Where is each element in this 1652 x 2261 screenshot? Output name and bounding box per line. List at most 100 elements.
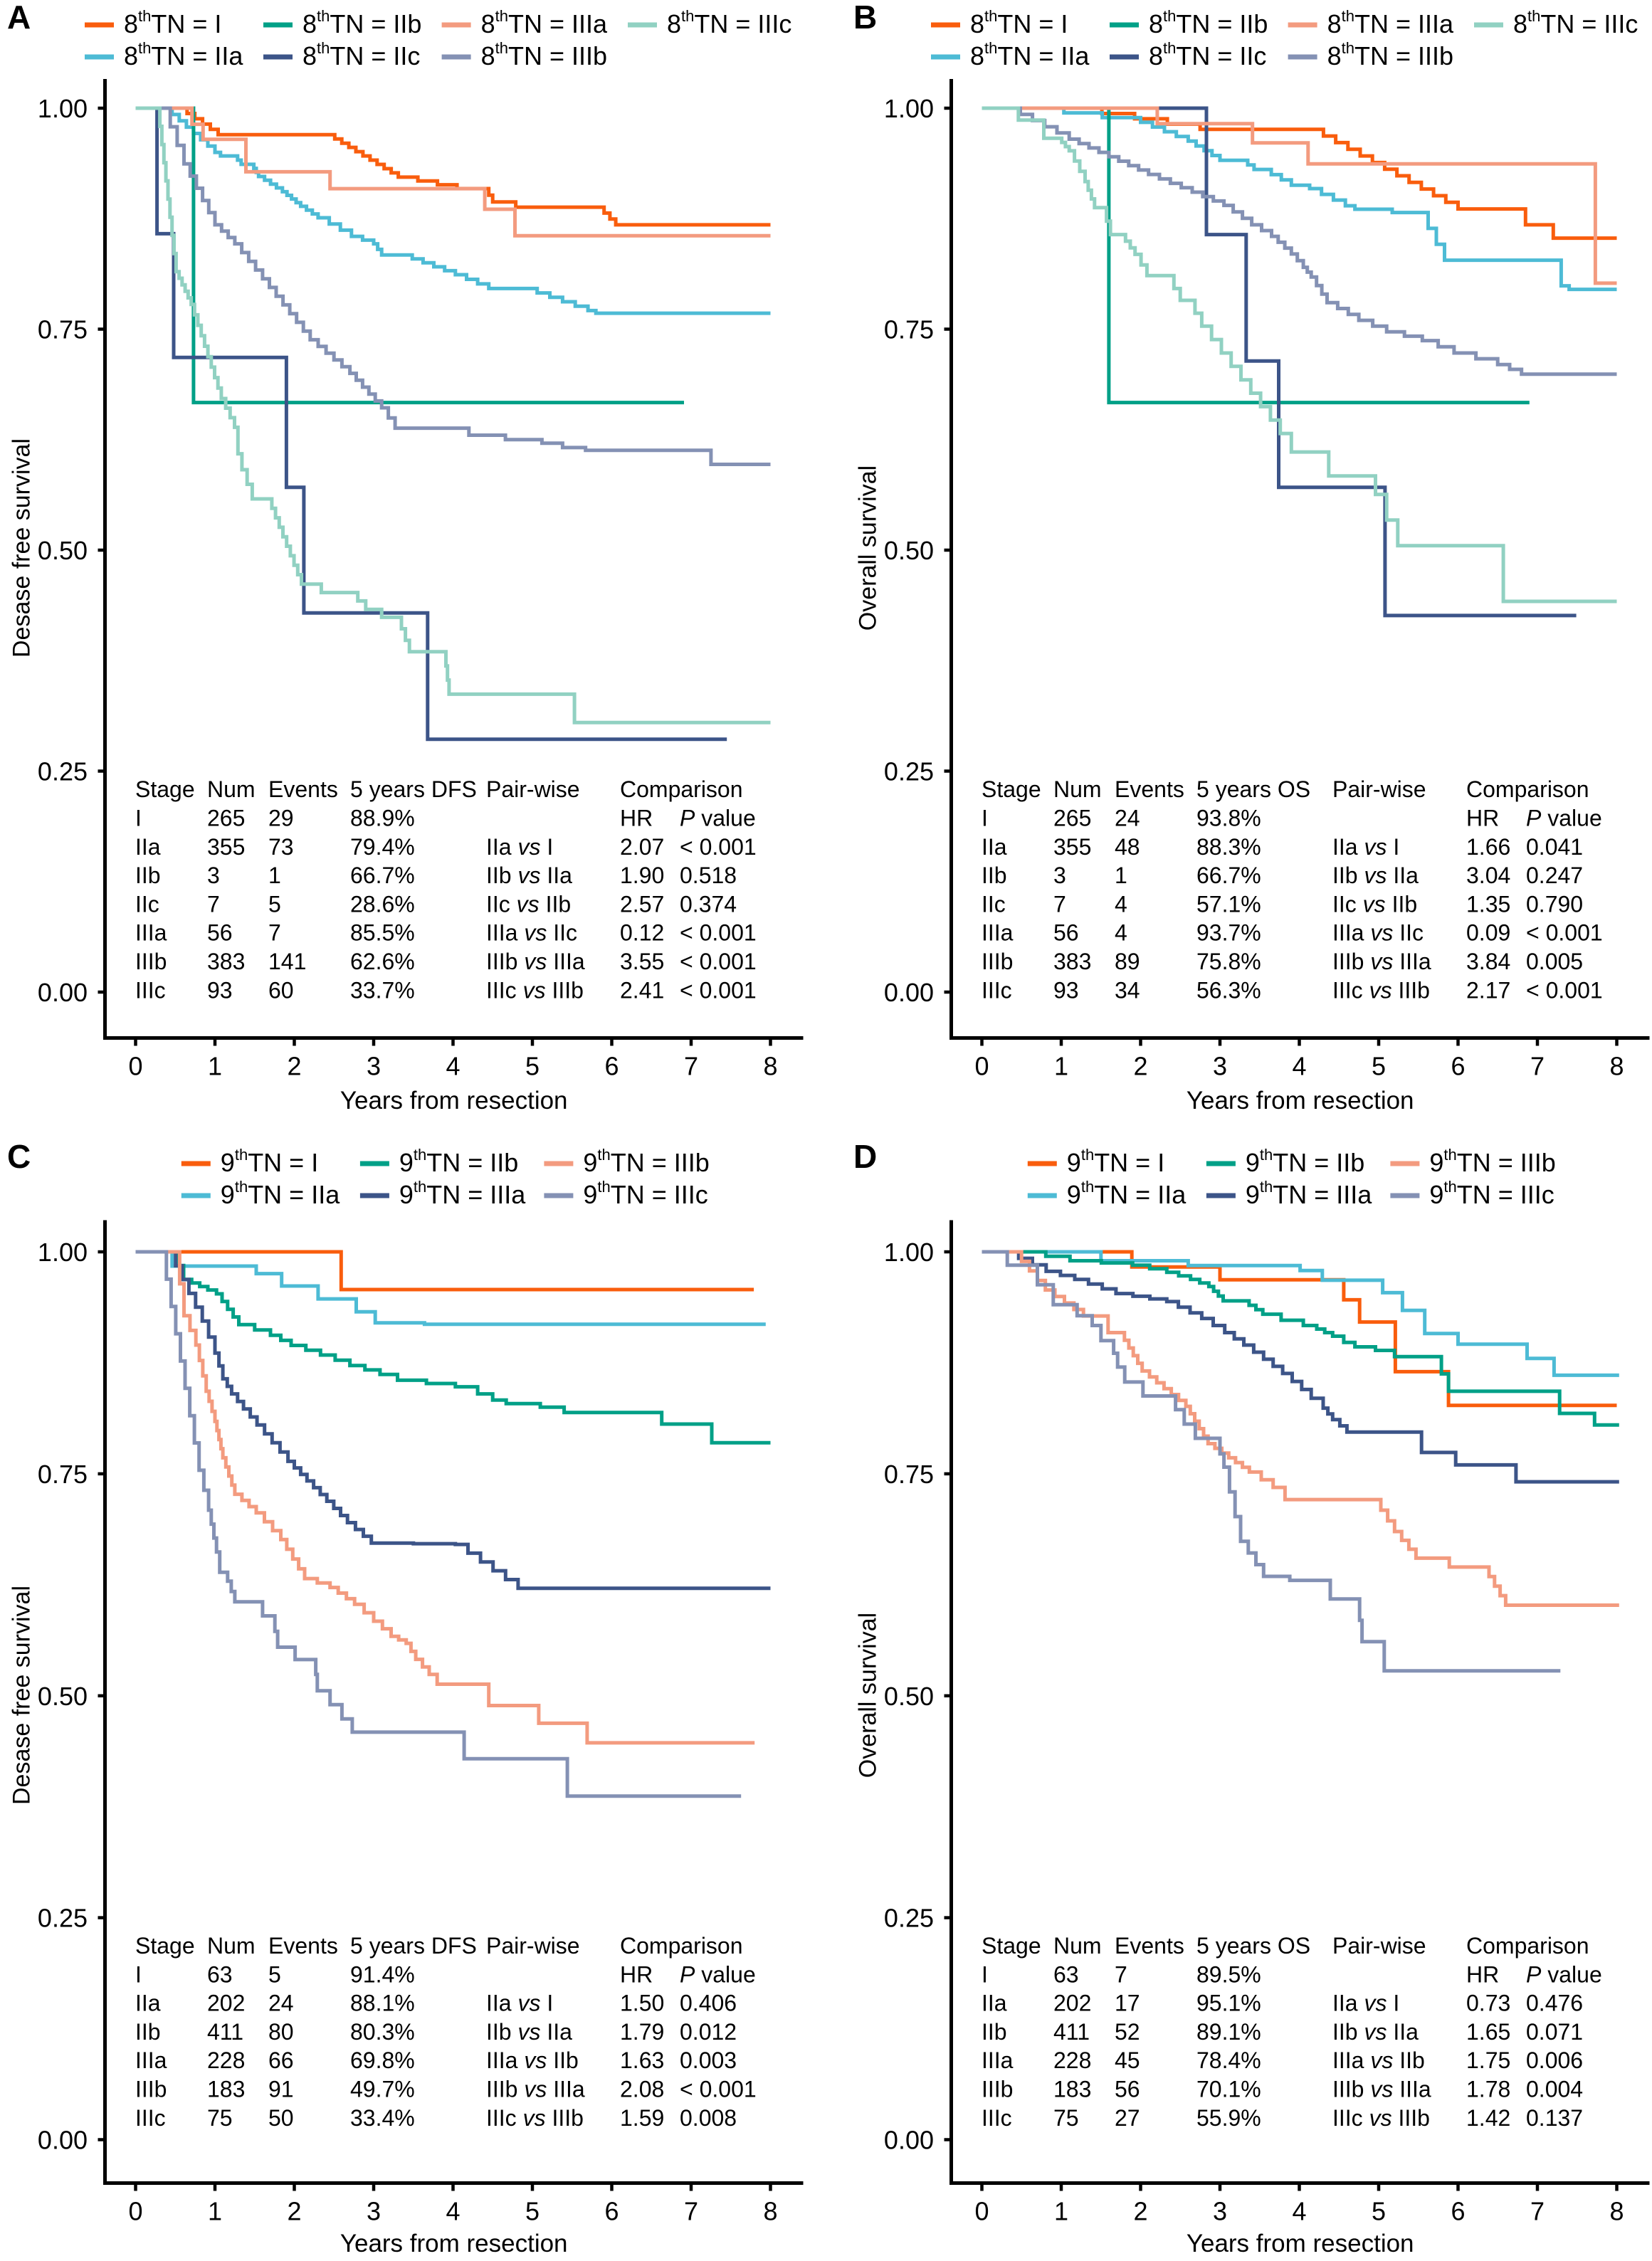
svg-text:3: 3 bbox=[367, 1052, 381, 1081]
svg-text:0.008: 0.008 bbox=[680, 2105, 737, 2131]
svg-text:Years from resection: Years from resection bbox=[340, 2230, 568, 2257]
svg-text:IIIb: IIIb bbox=[982, 949, 1013, 974]
svg-text:49.7%: 49.7% bbox=[350, 2077, 415, 2102]
svg-text:1.00: 1.00 bbox=[38, 1238, 88, 1267]
svg-text:IIb vs IIa: IIb vs IIa bbox=[486, 2019, 572, 2045]
svg-text:3: 3 bbox=[1213, 2197, 1227, 2226]
svg-text:9thTN = IIIa: 9thTN = IIIa bbox=[1246, 1178, 1372, 1209]
svg-text:0.406: 0.406 bbox=[680, 1991, 737, 2016]
svg-text:88.9%: 88.9% bbox=[350, 806, 415, 831]
svg-text:8thTN = IIa: 8thTN = IIa bbox=[124, 39, 243, 70]
svg-text:< 0.001: < 0.001 bbox=[680, 977, 757, 1003]
svg-text:HR: HR bbox=[1466, 1961, 1499, 1987]
svg-text:3: 3 bbox=[1053, 863, 1066, 888]
svg-text:0.137: 0.137 bbox=[1526, 2105, 1583, 2131]
svg-text:P value: P value bbox=[1526, 806, 1602, 831]
svg-text:Num: Num bbox=[1053, 776, 1102, 802]
svg-text:79.4%: 79.4% bbox=[350, 834, 415, 860]
svg-text:1.42: 1.42 bbox=[1466, 2105, 1510, 2131]
svg-text:< 0.001: < 0.001 bbox=[680, 2077, 757, 2102]
svg-text:IIb vs IIa: IIb vs IIa bbox=[486, 863, 572, 888]
svg-text:1: 1 bbox=[208, 1052, 222, 1081]
svg-text:0.09: 0.09 bbox=[1466, 920, 1510, 946]
svg-text:1: 1 bbox=[1115, 863, 1127, 888]
svg-text:IIIb: IIIb bbox=[135, 2077, 167, 2102]
svg-text:63: 63 bbox=[1053, 1961, 1079, 1987]
svg-text:80: 80 bbox=[268, 2019, 294, 2045]
svg-text:Num: Num bbox=[207, 1933, 256, 1959]
svg-text:85.5%: 85.5% bbox=[350, 920, 415, 946]
svg-text:IIb vs IIa: IIb vs IIa bbox=[1332, 2019, 1419, 2045]
svg-text:66.7%: 66.7% bbox=[1196, 863, 1261, 888]
svg-text:0.12: 0.12 bbox=[620, 920, 664, 946]
svg-text:2: 2 bbox=[287, 2197, 301, 2226]
svg-text:66: 66 bbox=[268, 2047, 294, 2073]
svg-text:17: 17 bbox=[1115, 1991, 1140, 2016]
svg-text:89.1%: 89.1% bbox=[1196, 2019, 1261, 2045]
svg-text:7: 7 bbox=[1530, 2197, 1545, 2226]
svg-text:5 years OS: 5 years OS bbox=[1196, 776, 1310, 802]
svg-text:95.1%: 95.1% bbox=[1196, 1991, 1261, 2016]
svg-text:Pair-wise: Pair-wise bbox=[1332, 776, 1426, 802]
svg-text:3: 3 bbox=[207, 863, 220, 888]
svg-text:6: 6 bbox=[604, 1052, 619, 1081]
svg-text:0.75: 0.75 bbox=[38, 1460, 88, 1489]
svg-text:8: 8 bbox=[763, 2197, 777, 2226]
svg-text:6: 6 bbox=[1451, 1052, 1465, 1081]
svg-text:62.6%: 62.6% bbox=[350, 949, 415, 974]
svg-text:4: 4 bbox=[1292, 2197, 1306, 2226]
svg-text:IIIc: IIIc bbox=[982, 2105, 1012, 2131]
svg-text:2.57: 2.57 bbox=[620, 891, 664, 917]
svg-text:75: 75 bbox=[1053, 2105, 1079, 2131]
svg-text:34: 34 bbox=[1115, 977, 1140, 1003]
svg-text:IIc: IIc bbox=[982, 891, 1006, 917]
svg-text:Desase free survival: Desase free survival bbox=[9, 438, 36, 658]
svg-text:Comparison: Comparison bbox=[1466, 776, 1589, 802]
svg-text:75: 75 bbox=[207, 2105, 233, 2131]
svg-text:IIIa: IIIa bbox=[135, 920, 167, 946]
svg-text:4: 4 bbox=[1292, 1052, 1306, 1081]
svg-text:4: 4 bbox=[1115, 920, 1127, 946]
svg-text:IIb: IIb bbox=[982, 2019, 1007, 2045]
svg-text:0.005: 0.005 bbox=[1526, 949, 1583, 974]
svg-text:5: 5 bbox=[1372, 2197, 1386, 2226]
svg-text:9thTN = IIIb: 9thTN = IIIb bbox=[1429, 1146, 1555, 1177]
svg-text:IIIb vs IIIa: IIIb vs IIIa bbox=[486, 2077, 585, 2102]
svg-text:IIIa vs IIc: IIIa vs IIc bbox=[1332, 920, 1424, 946]
svg-text:0.25: 0.25 bbox=[884, 757, 934, 786]
svg-text:56: 56 bbox=[207, 920, 233, 946]
svg-text:75.8%: 75.8% bbox=[1196, 949, 1261, 974]
svg-text:HR: HR bbox=[1466, 806, 1499, 831]
svg-text:0.476: 0.476 bbox=[1526, 1991, 1583, 2016]
svg-text:228: 228 bbox=[1053, 2047, 1091, 2073]
svg-text:411: 411 bbox=[1053, 2019, 1090, 2045]
svg-text:1: 1 bbox=[1054, 2197, 1068, 2226]
svg-text:5 years DFS: 5 years DFS bbox=[350, 776, 477, 802]
svg-text:1: 1 bbox=[268, 863, 281, 888]
svg-text:IIa: IIa bbox=[982, 1991, 1007, 2016]
svg-text:IIb: IIb bbox=[135, 2019, 161, 2045]
svg-text:1.50: 1.50 bbox=[620, 1991, 664, 2016]
svg-text:HR: HR bbox=[620, 806, 653, 831]
svg-text:0.00: 0.00 bbox=[38, 978, 88, 1007]
svg-text:93.8%: 93.8% bbox=[1196, 806, 1261, 831]
svg-text:383: 383 bbox=[207, 949, 245, 974]
svg-text:0.003: 0.003 bbox=[680, 2047, 737, 2073]
svg-text:202: 202 bbox=[207, 1991, 245, 2016]
svg-text:1.78: 1.78 bbox=[1466, 2077, 1510, 2102]
svg-text:< 0.001: < 0.001 bbox=[1526, 920, 1603, 946]
svg-text:0.25: 0.25 bbox=[38, 757, 88, 786]
svg-text:5 years DFS: 5 years DFS bbox=[350, 1933, 477, 1959]
svg-text:265: 265 bbox=[1053, 806, 1091, 831]
svg-text:1.65: 1.65 bbox=[1466, 2019, 1510, 2045]
svg-text:3.55: 3.55 bbox=[620, 949, 664, 974]
svg-text:27: 27 bbox=[1115, 2105, 1140, 2131]
svg-text:B: B bbox=[853, 0, 877, 36]
svg-text:D: D bbox=[853, 1138, 877, 1175]
svg-text:Pair-wise: Pair-wise bbox=[486, 776, 580, 802]
svg-text:Events: Events bbox=[1115, 1933, 1184, 1959]
svg-text:89.5%: 89.5% bbox=[1196, 1961, 1261, 1987]
svg-text:8thTN = IIIb: 8thTN = IIIb bbox=[1327, 39, 1453, 70]
svg-text:0: 0 bbox=[974, 1052, 989, 1081]
svg-text:1.00: 1.00 bbox=[884, 1238, 934, 1267]
